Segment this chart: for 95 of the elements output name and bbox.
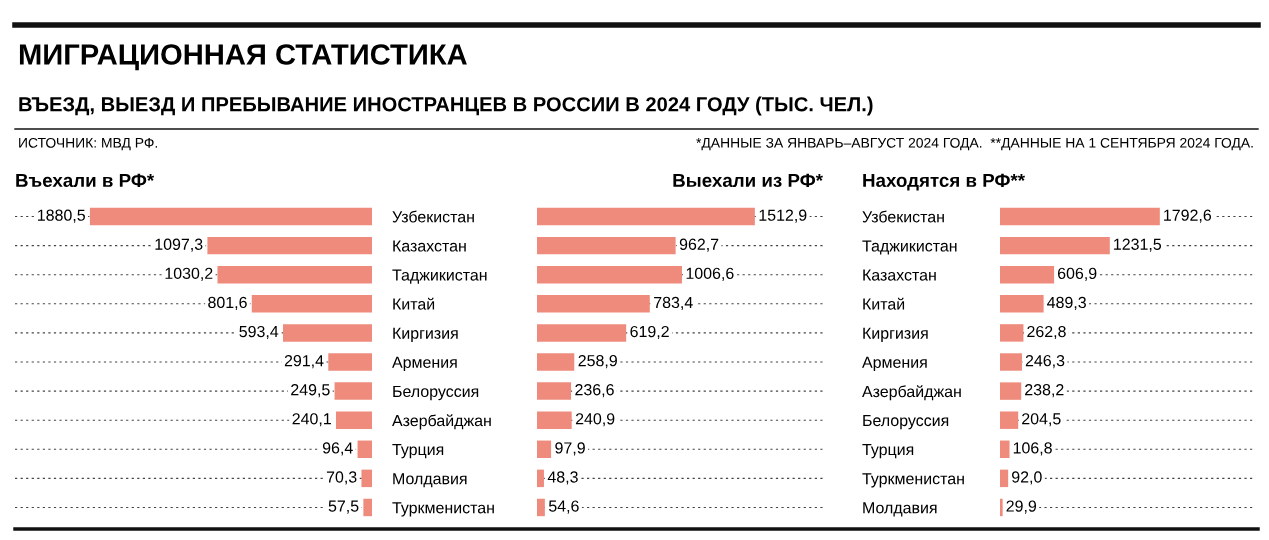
bar bbox=[537, 469, 544, 488]
bar bbox=[537, 411, 572, 429]
data-label: 240,1 bbox=[292, 413, 331, 427]
data-label: 70,3 bbox=[326, 471, 357, 485]
data-label: 1097,3 bbox=[155, 238, 203, 252]
data-label: 801,6 bbox=[208, 296, 247, 310]
data-label: 246,3 bbox=[1025, 354, 1065, 369]
data-label: 962,7 bbox=[679, 238, 719, 252]
chart-title: Выехали из РФ* bbox=[673, 173, 823, 188]
text: *ДАННЫЕ ЗА ЯНВАРЬ–АВГУСТ 2024 ГОДА. **ДАННЫЕ НА 1 СЕНТЯБРЯ 2024 ГОДА. bbox=[696, 137, 1253, 151]
data-label: 57,5 bbox=[328, 500, 359, 514]
bar bbox=[537, 207, 755, 226]
data-label: 238,2 bbox=[1025, 384, 1064, 398]
bar bbox=[89, 207, 372, 226]
y-tick-label: Белоруссия bbox=[393, 385, 479, 401]
bar bbox=[537, 266, 682, 284]
y-tick-label: Узбекистан bbox=[862, 210, 944, 223]
y-tick-label: Киргизия bbox=[393, 327, 458, 343]
data-label: 249,5 bbox=[291, 384, 330, 398]
data-label: 204,5 bbox=[1022, 413, 1061, 427]
data-label: 1006,6 bbox=[686, 267, 734, 281]
data-label: 1231,5 bbox=[1114, 238, 1162, 252]
y-tick-label: Молдавия bbox=[863, 502, 937, 517]
bar bbox=[1000, 353, 1022, 371]
bar bbox=[537, 236, 676, 255]
data-label: 236,6 bbox=[575, 384, 614, 398]
data-label: 96,4 bbox=[322, 442, 353, 456]
data-label: 783,4 bbox=[654, 296, 693, 310]
y-tick-label: Азербайджан bbox=[862, 385, 961, 401]
y-tick-label: Казахстан bbox=[863, 269, 936, 281]
bar bbox=[1000, 324, 1024, 342]
bar bbox=[334, 382, 372, 400]
bar bbox=[1000, 411, 1019, 429]
y-tick-label: Молдавия bbox=[393, 473, 467, 488]
data-label: 54,6 bbox=[548, 500, 579, 514]
text: ВЪЕЗД, ВЫЕЗД И ПРЕБЫВАНИЕ ИНОСТРАНЦЕВ В РОССИИ В 2024 ГОДУ (ТЫС. ЧЕЛ.) bbox=[19, 96, 873, 116]
y-tick-label: Китай bbox=[863, 297, 905, 310]
chart-title: Въехали в РФ* bbox=[16, 173, 155, 188]
data-label: 106,8 bbox=[1013, 442, 1052, 456]
y-tick-label: Таджикистан bbox=[392, 269, 487, 284]
bar bbox=[1000, 469, 1009, 488]
bar bbox=[217, 266, 372, 284]
data-label: 258,9 bbox=[578, 354, 617, 369]
bar bbox=[537, 353, 575, 371]
y-tick-label: Азербайджан bbox=[392, 414, 491, 430]
data-label: 606,9 bbox=[1057, 267, 1097, 281]
bar bbox=[361, 469, 372, 488]
chart-title: Находятся в РФ** bbox=[863, 173, 1026, 191]
bar bbox=[1000, 382, 1022, 400]
bar bbox=[537, 295, 650, 313]
bar bbox=[363, 498, 372, 517]
y-tick-label: Казахстан bbox=[393, 240, 466, 252]
data-label: 48,3 bbox=[547, 471, 578, 485]
data-label: 619,2 bbox=[630, 325, 669, 340]
data-label: 29,9 bbox=[1006, 500, 1037, 514]
data-label: 489,3 bbox=[1047, 296, 1086, 310]
y-tick-label: Киргизия bbox=[863, 327, 928, 343]
y-tick-label: Китай bbox=[393, 297, 435, 310]
y-tick-label: Белоруссия bbox=[863, 414, 949, 430]
data-label: 262,8 bbox=[1027, 325, 1066, 340]
y-tick-label: Турция bbox=[392, 444, 444, 459]
bar bbox=[1000, 498, 1003, 517]
bar bbox=[1000, 236, 1110, 255]
y-tick-label: Туркменистан bbox=[862, 473, 964, 488]
bar bbox=[1000, 207, 1160, 226]
data-label: 240,9 bbox=[575, 413, 615, 427]
text: ИСТОЧНИК: МВД РФ. bbox=[19, 137, 158, 151]
data-label: 97,9 bbox=[555, 442, 585, 456]
y-tick-label: Армения bbox=[392, 356, 457, 372]
bar bbox=[537, 382, 572, 400]
y-tick-label: Туркменистан bbox=[392, 502, 494, 517]
data-label: 92,0 bbox=[1012, 471, 1042, 485]
data-label: 1880,5 bbox=[38, 209, 85, 223]
bar bbox=[357, 440, 372, 458]
bar bbox=[282, 324, 372, 342]
data-label: 1512,9 bbox=[759, 209, 807, 223]
y-tick-label: Турция bbox=[862, 444, 914, 459]
bar bbox=[537, 498, 545, 517]
bar bbox=[1000, 295, 1044, 313]
bar bbox=[335, 411, 372, 429]
data-label: 1030,2 bbox=[165, 267, 213, 281]
bar bbox=[537, 324, 627, 342]
data-label: 291,4 bbox=[284, 354, 324, 369]
y-tick-label: Армения bbox=[862, 356, 927, 372]
bar bbox=[537, 440, 552, 458]
data-label: 1792,6 bbox=[1164, 209, 1212, 223]
bar bbox=[207, 236, 372, 255]
bar bbox=[1000, 440, 1010, 458]
text: МИГРАЦИОННАЯ СТАТИСТИКА bbox=[19, 44, 467, 71]
bar bbox=[1000, 266, 1055, 284]
y-tick-label: Таджикистан bbox=[862, 240, 957, 255]
y-tick-label: Узбекистан bbox=[392, 210, 474, 223]
bar bbox=[328, 353, 372, 371]
data-label: 593,4 bbox=[239, 325, 279, 340]
bar bbox=[251, 295, 372, 313]
